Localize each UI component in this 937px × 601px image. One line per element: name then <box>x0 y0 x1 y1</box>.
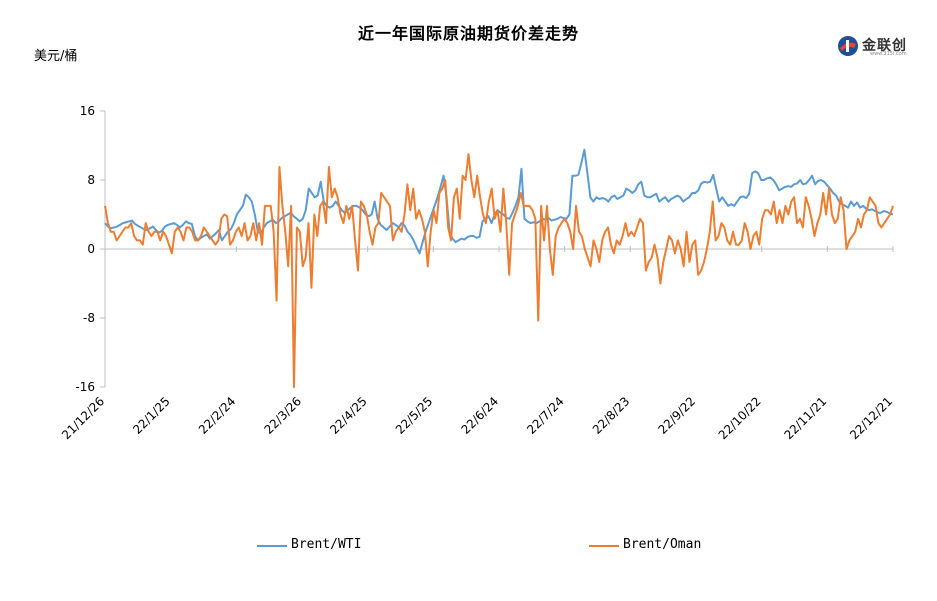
axes <box>100 110 894 388</box>
y-tick-labels: 16 8 0 -8 -16 <box>75 104 95 394</box>
x-tick-label: 22/10/22 <box>716 394 764 442</box>
chart-title: 近一年国际原油期货价差走势 <box>357 24 579 43</box>
x-tick-label: 22/11/21 <box>781 394 829 442</box>
x-tick-label: 22/1/25 <box>130 394 173 437</box>
y-tick-label: -16 <box>75 380 95 394</box>
x-tick-label: 22/7/24 <box>524 394 567 437</box>
x-tick-label: 22/9/22 <box>656 394 699 437</box>
legend-swatch-brent-wti <box>257 545 287 547</box>
x-tick-label: 22/2/24 <box>196 394 239 437</box>
x-tick-labels: 21/12/26 22/1/25 22/2/24 22/3/26 22/4/25 22/5… <box>59 394 895 442</box>
x-tick-label: 22/4/25 <box>327 394 370 437</box>
x-tick-label: 21/12/26 <box>59 394 107 442</box>
y-tick-label: 0 <box>87 242 95 256</box>
legend-label-brent-wti: Brent/WTI <box>291 537 362 552</box>
legend-swatch-brent-oman <box>589 545 619 547</box>
brand-logo: 金联创 www.315i.com <box>836 33 916 59</box>
y-axis-unit-label: 美元/桶 <box>34 49 78 64</box>
y-tick-label: 8 <box>87 173 95 187</box>
x-tick-label: 22/5/25 <box>393 394 436 437</box>
brand-url: www.315i.com <box>870 51 907 57</box>
y-tick-label: -8 <box>83 311 95 325</box>
legend-label-brent-oman: Brent/Oman <box>623 537 702 552</box>
x-tick-label: 22/12/21 <box>847 394 895 442</box>
series-line-brent-wti <box>104 148 894 255</box>
series-line-brent-oman <box>104 153 894 388</box>
brand-name: 金联创 <box>862 38 907 54</box>
x-tick-label: 22/8/23 <box>590 394 633 437</box>
x-tick-label: 22/3/26 <box>262 394 305 437</box>
x-tick-label: 22/6/24 <box>459 394 502 437</box>
brand-mark-icon <box>838 36 858 56</box>
y-tick-label: 16 <box>80 104 95 118</box>
series-layer <box>104 148 894 388</box>
